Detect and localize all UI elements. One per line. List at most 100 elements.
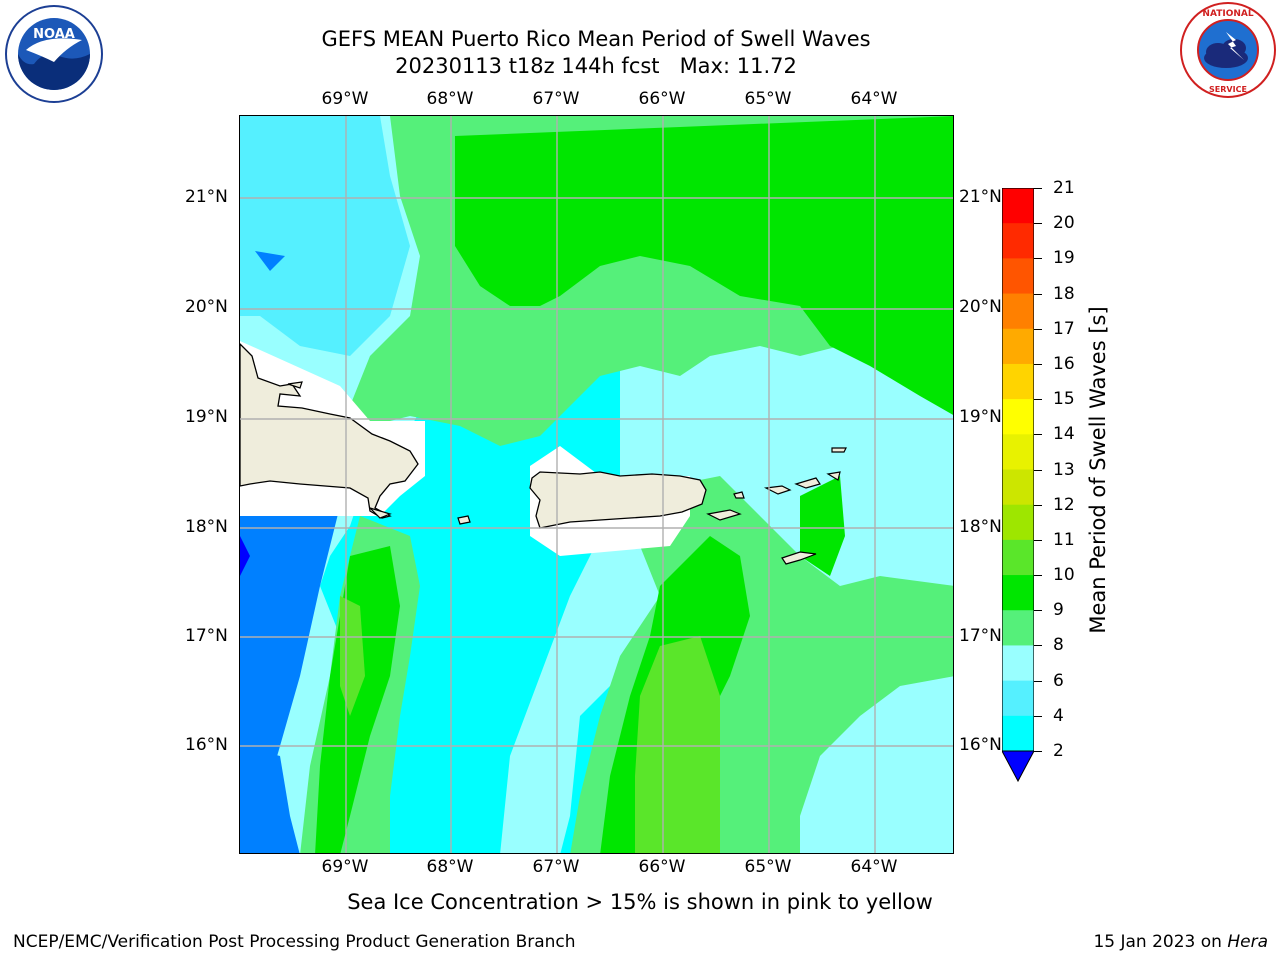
virgin-islands — [794, 477, 821, 489]
footer-host: Hera — [1227, 932, 1268, 952]
footer-date-text: 15 Jan 2023 on — [1093, 932, 1228, 952]
lat-label: 18°N — [959, 517, 1002, 537]
colorbar-tick — [1034, 223, 1042, 225]
colorbar-swatch — [1002, 680, 1034, 717]
map-grid — [240, 116, 953, 853]
colorbar-tick — [1034, 715, 1042, 717]
colorbar-tick — [1034, 645, 1042, 647]
colorbar-tick-label: 12 — [1053, 494, 1075, 515]
footer-date: 15 Jan 2023 on Hera — [1093, 932, 1268, 952]
mona-island — [457, 515, 471, 525]
lon-label: 67°W — [532, 89, 580, 109]
colorbar-swatch — [1002, 575, 1034, 611]
sea-ice-note: Sea Ice Concentration > 15% is shown in … — [347, 890, 933, 914]
title-line-1: GEFS MEAN Puerto Rico Mean Period of Swe… — [321, 27, 871, 51]
colorbar-label: Mean Period of Swell Waves [s] — [1086, 306, 1110, 634]
colorbar-tick — [1034, 363, 1042, 365]
field-10-11 — [455, 116, 953, 415]
colorbar-swatch — [1002, 504, 1034, 541]
colorbar-tick — [1034, 575, 1042, 577]
colorbar-swatch — [1002, 610, 1034, 646]
lat-label: 19°N — [959, 407, 1002, 427]
lon-label: 64°W — [850, 857, 898, 877]
colorbar-tick — [1034, 399, 1042, 401]
colorbar-swatch — [1002, 399, 1034, 435]
lat-label: 16°N — [185, 735, 228, 755]
colorbar-tick-label: 17 — [1053, 318, 1075, 339]
svg-text:SERVICE: SERVICE — [1209, 85, 1247, 94]
lon-label: 66°W — [638, 89, 686, 109]
lon-label: 69°W — [321, 857, 369, 877]
nws-logo: NATIONAL SERVICE — [1178, 0, 1278, 100]
colorbar-swatch — [1002, 539, 1034, 576]
colorbar-swatch — [1002, 645, 1034, 682]
colorbar-tick — [1034, 539, 1042, 541]
colorbar-tick-label: 18 — [1053, 283, 1075, 304]
colorbar-tick-label: 14 — [1053, 424, 1075, 445]
culebra-island — [733, 491, 745, 499]
field-4-6 — [240, 746, 300, 853]
vieques-island — [706, 509, 742, 521]
noaa-logo: NOAA — [4, 4, 104, 104]
lon-label: 65°W — [744, 857, 792, 877]
colorbar-swatch — [1002, 293, 1034, 330]
swell-period-map — [239, 115, 954, 854]
lat-label: 20°N — [185, 297, 228, 317]
noaa-logo-text: NOAA — [33, 27, 75, 42]
chart-title: GEFS MEAN Puerto Rico Mean Period of Swe… — [321, 26, 870, 80]
lat-label: 16°N — [959, 735, 1002, 755]
colorbar-tick — [1034, 434, 1042, 436]
colorbar-tick-label: 11 — [1053, 529, 1075, 550]
colorbar-tick-label: 9 — [1053, 600, 1064, 621]
colorbar-extend-triangle — [1001, 750, 1035, 783]
colorbar-tick — [1034, 328, 1042, 330]
colorbar-tick-label: 2 — [1053, 741, 1064, 761]
colorbar-swatch — [1002, 715, 1034, 752]
colorbar-tick-label: 10 — [1053, 565, 1075, 586]
field-2-4 — [240, 536, 250, 576]
lat-label: 21°N — [185, 187, 228, 207]
lon-label: 68°W — [426, 89, 474, 109]
st-croix-island — [781, 551, 817, 565]
colorbar-svg — [1001, 187, 1035, 783]
colorbar-tick-label: 13 — [1053, 459, 1075, 480]
anegada-island — [831, 447, 847, 453]
small-island — [287, 381, 303, 389]
colorbar-tick — [1034, 751, 1042, 752]
colorbar-tick-label: 15 — [1053, 389, 1075, 410]
virgin-islands — [826, 471, 841, 481]
field-4-6 — [255, 251, 285, 271]
colorbar-tick-label: 16 — [1053, 353, 1075, 374]
footer-credit: NCEP/EMC/Verification Post Processing Pr… — [13, 932, 576, 952]
lat-label: 17°N — [185, 626, 228, 646]
colorbar-tick — [1034, 188, 1042, 189]
field-8-9 — [500, 536, 660, 853]
lon-label: 64°W — [850, 89, 898, 109]
colorbar-swatch — [1002, 469, 1034, 506]
lat-label: 21°N — [959, 187, 1002, 207]
title-line-2: 20230113 t18z 144h fcst Max: 11.72 — [395, 54, 797, 78]
colorbar-swatch — [1002, 223, 1034, 259]
colorbar-tick-label: 21 — [1053, 178, 1075, 198]
lon-label: 65°W — [744, 89, 792, 109]
colorbar-swatch — [1002, 363, 1034, 400]
field-11-12 — [635, 636, 720, 853]
colorbar-tick — [1034, 504, 1042, 506]
colorbar-tick-label: 4 — [1053, 705, 1064, 726]
lat-label: 20°N — [959, 297, 1002, 317]
lat-label: 19°N — [185, 407, 228, 427]
map-canvas — [240, 116, 953, 853]
colorbar-swatch — [1002, 434, 1034, 470]
colorbar-tick-label: 20 — [1053, 213, 1075, 234]
svg-text:NATIONAL: NATIONAL — [1202, 9, 1253, 19]
colorbar-tick — [1034, 680, 1042, 682]
virgin-islands — [763, 485, 792, 495]
colorbar-tick — [1034, 469, 1042, 471]
colorbar-tick — [1034, 258, 1042, 260]
lat-label: 17°N — [959, 626, 1002, 646]
colorbar-swatch — [1002, 328, 1034, 365]
colorbar-tick — [1034, 610, 1042, 612]
hispaniola-land — [240, 343, 419, 519]
colorbar — [1001, 187, 1035, 783]
lat-label: 18°N — [185, 517, 228, 537]
